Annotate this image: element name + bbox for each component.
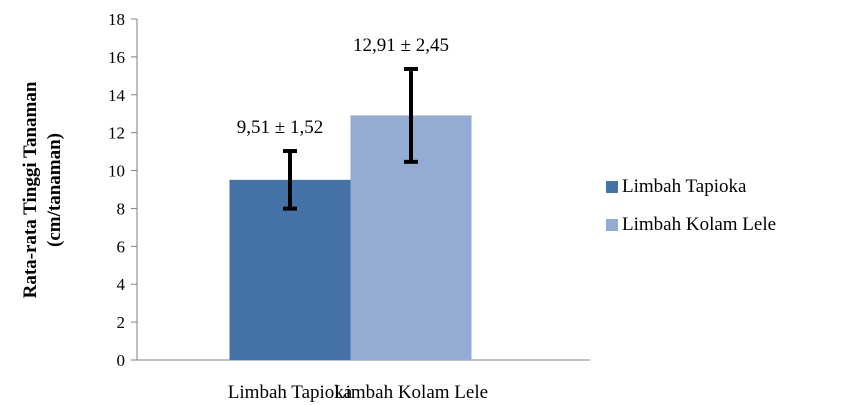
- legend-item: Limbah Tapioka: [606, 176, 747, 197]
- y-axis-ticks: 0 2 4 6 8 10 12 14 16 18: [108, 10, 137, 370]
- legend-swatch: [606, 181, 618, 193]
- data-label: 9,51 ± 1,52: [237, 117, 323, 138]
- data-label: 12,91 ± 2,45: [353, 35, 449, 56]
- y-axis-title-line1: Rata-rata Tinggi Tanaman: [20, 81, 41, 298]
- y-tick-label: 8: [117, 199, 126, 218]
- legend-swatch: [606, 219, 618, 231]
- legend-item: Limbah Kolam Lele: [606, 214, 776, 235]
- y-tick-label: 12: [108, 124, 125, 143]
- y-axis-title-line2: (cm/tanaman): [44, 133, 65, 247]
- y-tick-label: 18: [108, 10, 125, 29]
- y-tick-label: 4: [117, 275, 126, 294]
- y-tick-label: 0: [117, 351, 126, 370]
- y-tick-label: 16: [108, 48, 125, 67]
- bars: [230, 115, 472, 360]
- x-category-label: Limbah Kolam Lele: [334, 382, 488, 403]
- y-tick-label: 6: [117, 237, 126, 256]
- y-axis-title: Rata-rata Tinggi Tanaman (cm/tanaman): [20, 81, 65, 298]
- y-tick-label: 10: [108, 162, 125, 181]
- y-tick-label: 2: [117, 313, 126, 332]
- y-tick-label: 14: [108, 86, 126, 105]
- legend-label: Limbah Kolam Lele: [622, 214, 776, 235]
- legend-label: Limbah Tapioka: [622, 176, 747, 197]
- legend: Limbah Tapioka Limbah Kolam Lele: [606, 176, 776, 235]
